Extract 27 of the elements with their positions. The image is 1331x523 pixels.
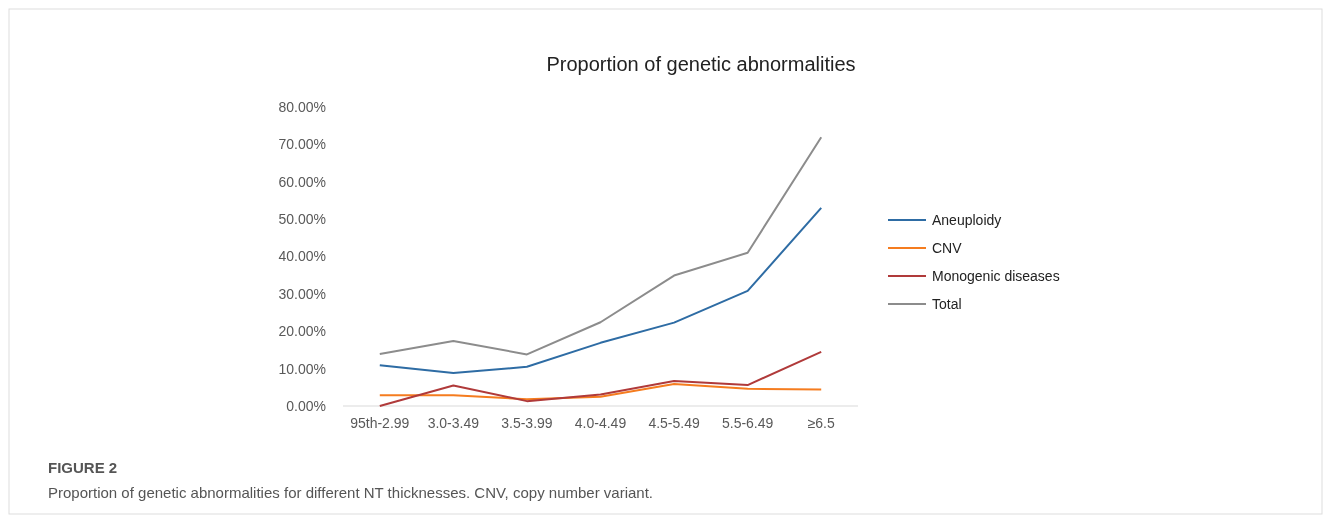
y-tick-label: 50.00% <box>278 211 326 228</box>
x-tick-label: 4.5-5.49 <box>648 415 700 431</box>
caption: FIGURE 2 <box>48 459 118 476</box>
y-tick-label: 30.00% <box>278 285 326 302</box>
line-series <box>378 350 823 407</box>
y-tick-label: 40.00% <box>278 248 326 265</box>
text: Proportion of genetic abnormalities for different NT thicknesses. CNV, copy number variant. <box>48 484 654 501</box>
x-tick-label: 4.0-4.49 <box>574 415 627 431</box>
legend-label: Monogenic diseases <box>932 267 1060 284</box>
legend-label: Total <box>932 295 962 312</box>
y-tick-label: 0.00% <box>286 397 326 414</box>
line-series <box>378 206 823 375</box>
legend-label: Aneuploidy <box>932 211 1002 228</box>
y-tick-label: 20.00% <box>278 323 326 340</box>
x-tick-label: 3.0-3.49 <box>427 415 480 431</box>
x-tick-label: 3.5-3.99 <box>501 415 553 431</box>
x-tick-label: 5.5-6.49 <box>721 415 774 431</box>
x-tick-label: 95th-2.99 <box>350 415 410 431</box>
y-tick-label: 80.00% <box>278 98 326 115</box>
y-tick-label: 70.00% <box>278 136 326 153</box>
line-series <box>378 382 823 401</box>
line-series <box>378 136 823 356</box>
x-tick-label: ≥6.5 <box>807 415 835 431</box>
legend-label: CNV <box>932 239 963 256</box>
y-tick-label: 10.00% <box>278 360 326 377</box>
chart-title: Proportion of genetic abnormalities <box>546 53 856 75</box>
y-tick-label: 60.00% <box>278 173 326 190</box>
